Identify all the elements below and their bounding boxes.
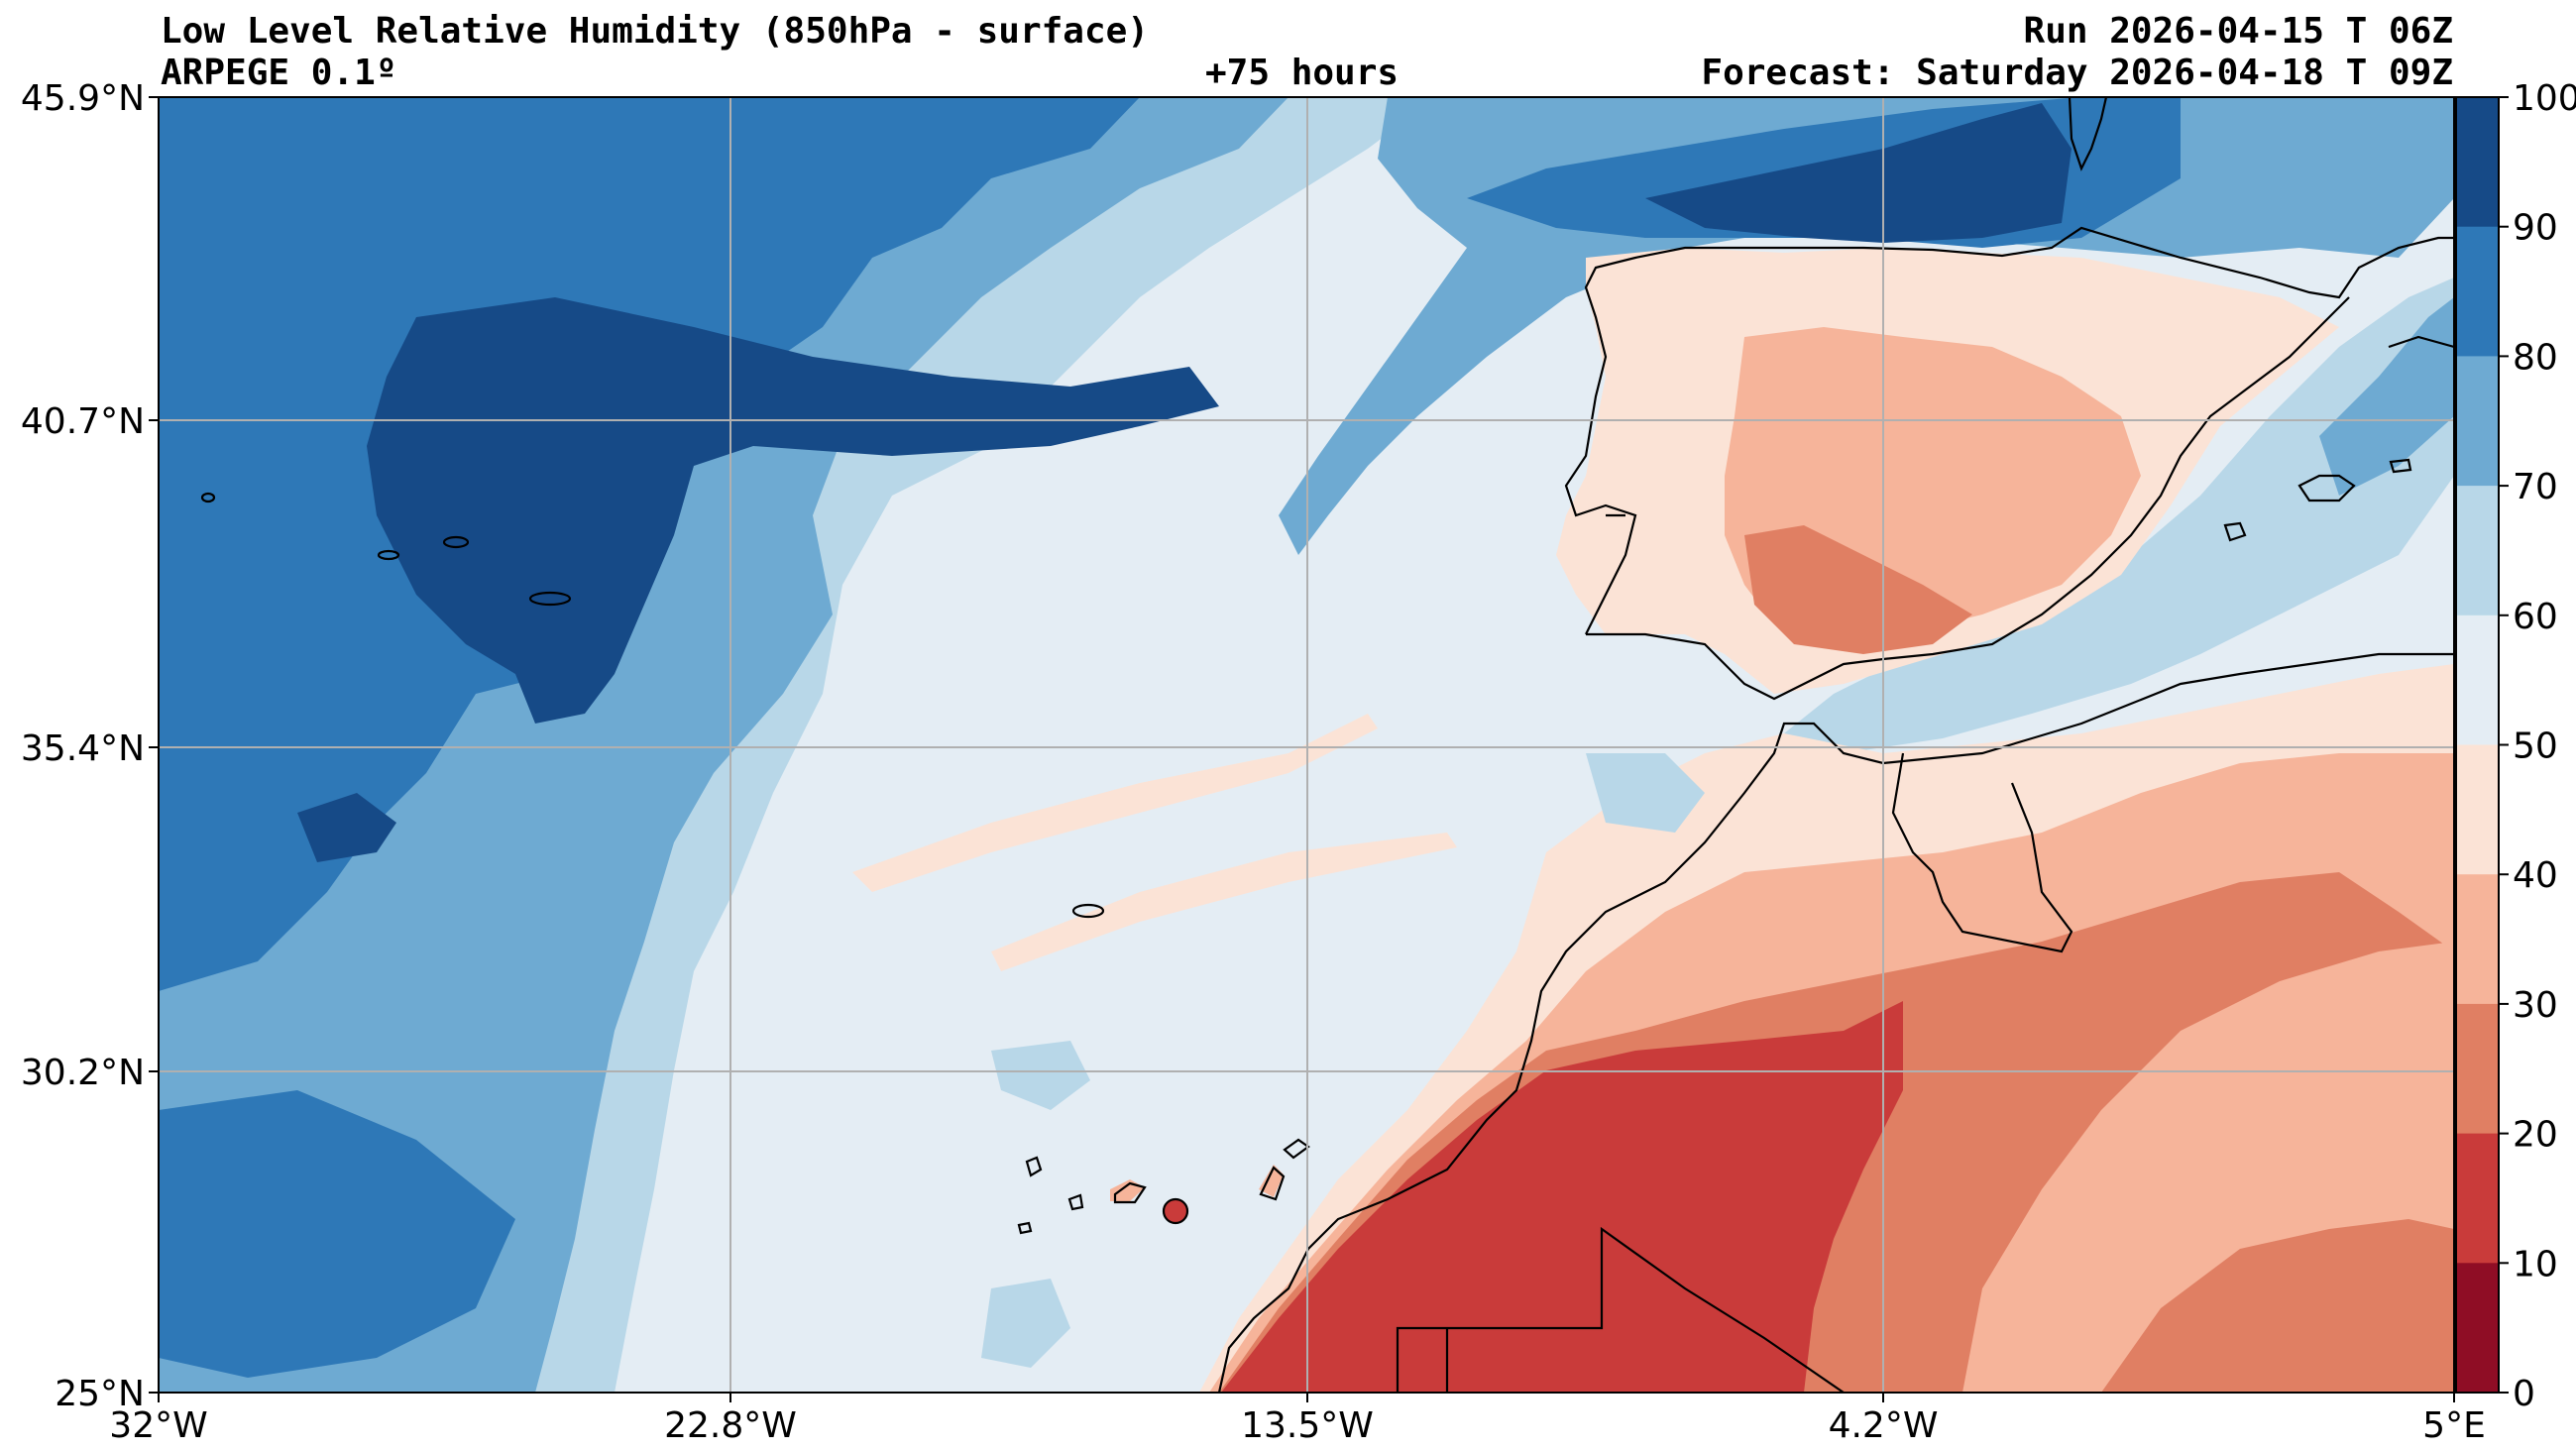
colorbar-segment: [2456, 1263, 2499, 1394]
colorbar-tick-label: 100: [2513, 78, 2576, 119]
colorbar-tick-label: 70: [2513, 467, 2558, 507]
lon-label-4-2w: 4.2°W: [1829, 1405, 1939, 1446]
colorbar-segment: [2456, 744, 2499, 875]
colorbar: [2456, 97, 2499, 1394]
model-label: ARPEGE 0.1º: [161, 53, 397, 93]
colorbar-tick-label: 80: [2513, 337, 2558, 378]
colorbar-segment: [2456, 614, 2499, 745]
colorbar-tick-label: 30: [2513, 985, 2558, 1026]
colorbar-tick-label: 10: [2513, 1244, 2558, 1284]
colorbar-tick-label: 60: [2513, 597, 2558, 637]
colorbar-segment: [2456, 486, 2499, 616]
colorbar-segment: [2456, 874, 2499, 1005]
lat-label-35-4: 35.4°N: [21, 728, 145, 769]
colorbar-tick-label: 40: [2513, 855, 2558, 896]
lon-label-5e: 5°E: [2422, 1405, 2486, 1446]
colorbar-tick-label: 0: [2513, 1374, 2535, 1414]
colorbar-segment: [2456, 1133, 2499, 1264]
colorbar-segment: [2456, 97, 2499, 228]
colorbar-tick-label: 90: [2513, 208, 2558, 249]
colorbar-tick-label: 20: [2513, 1115, 2558, 1156]
run-label: Run 2026-04-15 T 06Z: [2023, 11, 2453, 52]
lon-axis: [158, 1393, 2455, 1402]
lat-label-30-2: 30.2°N: [21, 1053, 145, 1093]
island-outlines: [200, 458, 2412, 1235]
lat-label-40-7: 40.7°N: [21, 401, 145, 442]
graticule: [159, 97, 2454, 1393]
colorbar-segment: [2456, 356, 2499, 487]
lon-label-13-5w: 13.5°W: [1241, 1405, 1374, 1446]
lat-label-25: 25°N: [55, 1374, 145, 1414]
lat-label-45-9: 45.9°N: [21, 78, 145, 119]
chart-title: Low Level Relative Humidity (850hPa - su…: [161, 11, 1149, 52]
lon-label-32w: 32°W: [109, 1405, 207, 1446]
lon-label-22-8w: 22.8°W: [664, 1405, 797, 1446]
colorbar-tick-label: 50: [2513, 726, 2558, 767]
colorbar-segment: [2456, 1003, 2499, 1135]
forecast-label: Forecast: Saturday 2026-04-18 T 09Z: [1701, 53, 2453, 93]
lead-time-label: +75 hours: [1205, 53, 1400, 93]
coastlines: [1217, 97, 2454, 1393]
lat-axis: [149, 96, 159, 1394]
colorbar-segment: [2456, 226, 2499, 357]
